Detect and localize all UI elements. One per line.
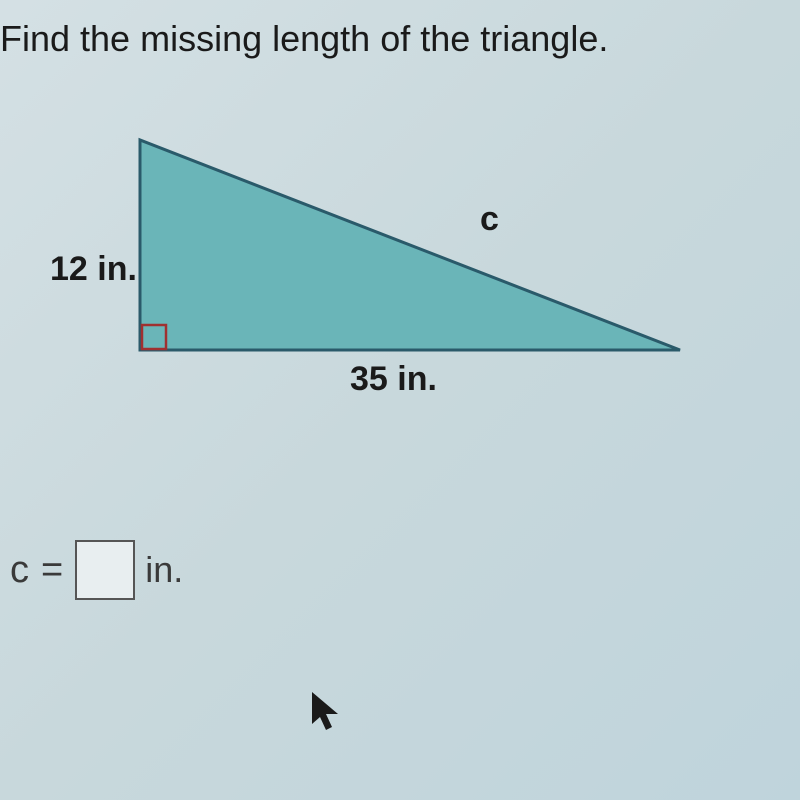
triangle-diagram: 12 in. c 35 in. bbox=[80, 130, 720, 410]
hypotenuse-label: c bbox=[480, 200, 499, 239]
equation: c = in. bbox=[10, 540, 183, 600]
answer-input[interactable] bbox=[75, 540, 135, 600]
equation-variable: c bbox=[10, 549, 29, 592]
cursor-arrow bbox=[312, 692, 338, 730]
cursor-icon bbox=[310, 690, 342, 734]
vertical-leg-label: 12 in. bbox=[50, 250, 137, 289]
base-leg-label: 35 in. bbox=[350, 360, 437, 399]
question-text: Find the missing length of the triangle. bbox=[0, 18, 608, 60]
equation-unit: in. bbox=[145, 549, 183, 591]
equation-equals: = bbox=[41, 549, 63, 592]
triangle-shape bbox=[140, 140, 680, 350]
